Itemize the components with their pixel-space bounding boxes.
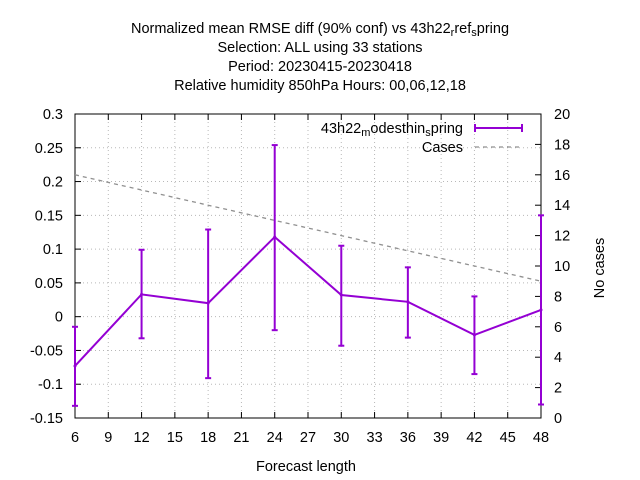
x-tick-label: 39 [433, 430, 449, 446]
y2-tick-label: 12 [554, 229, 570, 245]
x-tick-label: 33 [367, 430, 383, 446]
y2-axis-label: No cases [592, 238, 608, 298]
y2-tick-label: 18 [554, 137, 570, 153]
y2-tick-label: 8 [554, 289, 562, 305]
x-tick-label: 9 [104, 430, 112, 446]
y-tick-label: 0.05 [35, 276, 63, 292]
y-tick-label: 0.15 [35, 208, 63, 224]
x-tick-label: 42 [466, 430, 482, 446]
data-point [273, 235, 277, 239]
y2-tick-label: 2 [554, 381, 562, 397]
title-subscript: r [451, 27, 455, 39]
x-tick-label: 24 [267, 430, 283, 446]
y2-tick-label: 6 [554, 320, 562, 336]
y2-tick-label: 14 [554, 198, 570, 214]
chart-title-line-4: Relative humidity 850hPa Hours: 00,06,12… [174, 78, 466, 94]
legend-label-modesthin: 43h22modesthinspring [321, 121, 463, 139]
legend-tail: pring [431, 121, 463, 137]
chart-title: Normalized mean RMSE diff (90% conf) vs … [131, 21, 509, 94]
y-tick-label: 0 [55, 310, 63, 326]
data-point [406, 300, 410, 304]
y2-tick-label: 0 [554, 411, 562, 427]
title-tail: pring [477, 21, 509, 37]
y-tick-label: -0.05 [30, 343, 63, 359]
data-point [73, 364, 77, 368]
chart-title-line-2: Selection: ALL using 33 stations [217, 40, 422, 56]
x-tick-label: 15 [167, 430, 183, 446]
x-tick-label: 12 [134, 430, 150, 446]
y2-tick-label: 20 [554, 107, 570, 123]
chart-title-line-3: Period: 20230415-20230418 [228, 59, 412, 75]
y-tick-label: -0.15 [30, 411, 63, 427]
chart-title-line-1: Normalized mean RMSE diff (90% conf) vs … [131, 21, 509, 39]
x-axis-label: Forecast length [256, 459, 356, 475]
y-tick-label: 0.1 [43, 242, 63, 258]
x-tick-label: 21 [233, 430, 249, 446]
y2-tick-label: 16 [554, 168, 570, 184]
y2-tick-label: 10 [554, 259, 570, 275]
legend-subscript: m [361, 127, 370, 139]
data-point [472, 333, 476, 337]
y-tick-label: 0.25 [35, 141, 63, 157]
x-tick-label: 6 [71, 430, 79, 446]
legend-mid: odesthin [370, 121, 425, 137]
legend-label-cases: Cases [422, 140, 463, 156]
x-tick-label: 27 [300, 430, 316, 446]
data-point [206, 301, 210, 305]
tick-labels: 6 9 12 15 18 21 24 27 30 33 36 39 42 45 48-0.15-0.1-0.… [30, 107, 570, 446]
data-point [539, 308, 543, 312]
x-tick-label: 30 [333, 430, 349, 446]
data-point [339, 293, 343, 297]
y2-tick-label: 4 [554, 350, 562, 366]
x-tick-label: 18 [200, 430, 216, 446]
series-modesthin [72, 144, 544, 407]
title-subscript: s [471, 27, 477, 39]
data-point [140, 292, 144, 296]
x-tick-label: 48 [533, 430, 549, 446]
legend-subscript: s [425, 127, 431, 139]
y-tick-label: 0.2 [43, 175, 63, 191]
x-tick-label: 45 [500, 430, 516, 446]
y-tick-label: -0.1 [38, 377, 63, 393]
x-tick-label: 36 [400, 430, 416, 446]
series-line [74, 235, 542, 367]
y-tick-label: 0.3 [43, 107, 63, 123]
title-ref: ref [454, 21, 472, 37]
